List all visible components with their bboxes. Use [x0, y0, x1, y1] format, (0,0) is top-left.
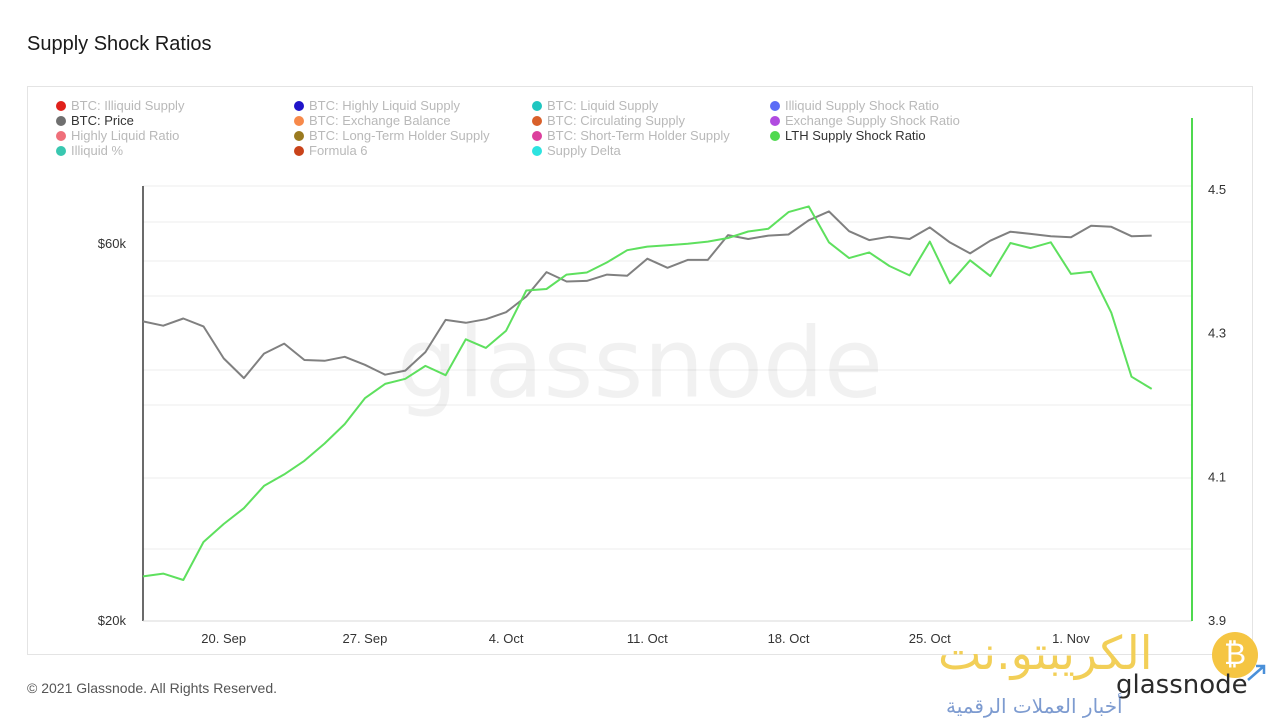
grid — [143, 185, 1192, 550]
legend-item[interactable]: BTC: Price — [56, 113, 134, 128]
legend-label: BTC: Price — [71, 113, 134, 128]
x-tick-label: 1. Nov — [1052, 631, 1090, 646]
series-layer — [142, 205, 1153, 581]
lth-ratio-series-line — [142, 205, 1153, 581]
legend-item[interactable]: Formula 6 — [294, 143, 368, 158]
legend-item[interactable]: BTC: Short-Term Holder Supply — [532, 128, 730, 143]
legend-label: Exchange Supply Shock Ratio — [785, 113, 960, 128]
x-tick-label: 4. Oct — [489, 631, 524, 646]
legend-dot-icon — [294, 100, 304, 111]
legend-dot-icon — [294, 130, 304, 141]
legend-item[interactable]: Illiquid Supply Shock Ratio — [770, 98, 939, 113]
legend-label: BTC: Highly Liquid Supply — [309, 98, 461, 113]
legend-label: BTC: Short-Term Holder Supply — [547, 128, 730, 143]
legend-label: BTC: Circulating Supply — [547, 113, 685, 128]
y-left-tick-label: $60k — [98, 236, 127, 251]
btc-price-series-line — [142, 210, 1152, 380]
logo-brand: glassnode — [1116, 670, 1248, 700]
legend-dot-icon — [56, 130, 66, 141]
legend-dot-icon — [56, 115, 66, 126]
logo-arabic-main: الكريبتو.نت — [938, 626, 1153, 680]
legend-dot-icon — [770, 100, 780, 111]
legend-item[interactable]: LTH Supply Shock Ratio — [770, 128, 926, 143]
legend-label: Highly Liquid Ratio — [71, 128, 180, 143]
legend-item[interactable]: BTC: Highly Liquid Supply — [294, 98, 460, 113]
legend-item[interactable]: BTC: Circulating Supply — [532, 113, 685, 128]
legend-item[interactable]: Highly Liquid Ratio — [56, 128, 179, 143]
x-tick-label: 18. Oct — [768, 631, 810, 646]
legend-dot-icon — [770, 115, 780, 126]
x-tick-label: 25. Oct — [909, 631, 951, 646]
y-right-tick-label: 4.3 — [1208, 326, 1226, 341]
alcrypto-logo: ₿ الكريبتو.نت glassnode أخبار العملات ال… — [930, 620, 1275, 720]
y-right-tick-label: 4.5 — [1208, 182, 1226, 197]
legend-label: BTC: Long-Term Holder Supply — [309, 128, 490, 143]
legend-dot-icon — [294, 145, 304, 156]
x-tick-label: 11. Oct — [627, 631, 668, 646]
watermark-text: glassnode — [397, 307, 883, 419]
legend-dot-icon — [532, 130, 542, 141]
y-right-tick-label: 3.9 — [1208, 613, 1226, 628]
legend-item[interactable]: BTC: Liquid Supply — [532, 98, 658, 113]
legend-dot-icon — [770, 130, 780, 141]
legend-item[interactable]: Supply Delta — [532, 143, 621, 158]
legend-label: Illiquid Supply Shock Ratio — [785, 98, 939, 113]
legend-item[interactable]: BTC: Exchange Balance — [294, 113, 451, 128]
legend-item[interactable]: Illiquid % — [56, 143, 123, 158]
y-left-tick-label: $20k — [98, 613, 127, 628]
legend-label: BTC: Exchange Balance — [309, 113, 451, 128]
chart-panel — [27, 86, 1253, 655]
legend-item[interactable]: BTC: Long-Term Holder Supply — [294, 128, 490, 143]
arrow-up-icon — [1246, 662, 1268, 684]
legend-dot-icon — [56, 100, 66, 111]
legend-label: LTH Supply Shock Ratio — [785, 128, 926, 143]
x-tick-label: 20. Sep — [201, 631, 246, 646]
legend-dot-icon — [56, 145, 66, 156]
legend-dot-icon — [532, 115, 542, 126]
legend-label: BTC: Liquid Supply — [547, 98, 659, 113]
tick-labels: 20. Sep 27. Sep 4. Oct 11. Oct 18. Oct 25. Oc… — [98, 182, 1226, 646]
legend-dot-icon — [532, 100, 542, 111]
chart-title: Supply Shock Ratios — [27, 33, 212, 55]
legend-label: Supply Delta — [547, 143, 621, 158]
legend-label: BTC: Illiquid Supply — [71, 98, 185, 113]
legend-dot-icon — [532, 145, 542, 156]
y-right-tick-label: 4.1 — [1208, 469, 1226, 484]
legend-label: Illiquid % — [71, 143, 124, 158]
logo-arabic-sub: أخبار العملات الرقمية — [946, 694, 1123, 718]
x-tick-label: 27. Sep — [342, 631, 387, 646]
legend-item[interactable]: Exchange Supply Shock Ratio — [770, 113, 960, 128]
legend-label: Formula 6 — [309, 143, 368, 158]
copyright-footer: © 2021 Glassnode. All Rights Reserved. — [27, 680, 278, 696]
coin-icon: ₿ — [1212, 632, 1258, 678]
legend-dot-icon — [294, 115, 304, 126]
legend-item[interactable]: BTC: Illiquid Supply — [56, 98, 184, 113]
